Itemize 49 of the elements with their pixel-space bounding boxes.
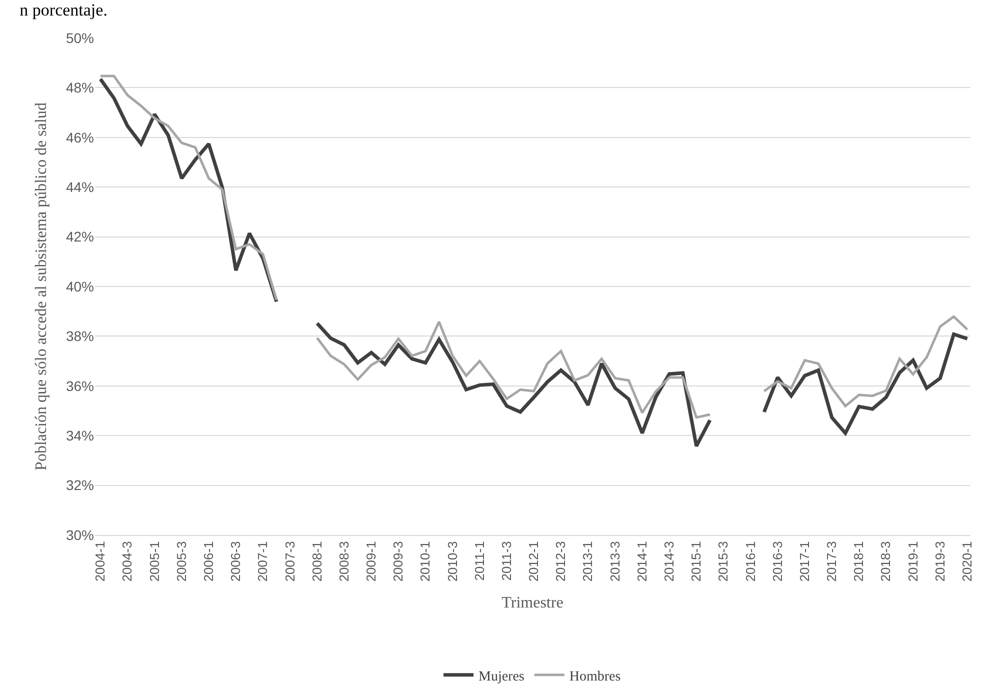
y-tick-label: 36% (66, 378, 94, 394)
y-tick-label: 40% (66, 278, 94, 294)
x-tick-label: 2005-3 (174, 541, 189, 582)
y-tick-label: 42% (66, 228, 94, 245)
x-axis-title: Trimestre (502, 594, 564, 612)
x-tick-label: 2009-3 (390, 541, 406, 582)
y-tick-label: 30% (66, 526, 94, 543)
legend-label: Mujeres (478, 669, 524, 684)
x-tick-label: 2011-3 (498, 541, 514, 581)
x-tick-label: 2013-3 (607, 541, 622, 582)
x-tick-label: 2018-3 (878, 541, 894, 582)
y-axis-title: Población que sólo accede al subsistema público de salud (32, 102, 50, 470)
x-tick-label: 2008-3 (336, 541, 352, 582)
x-tick-label: 2004-3 (120, 541, 135, 582)
y-tick-label: 48% (66, 80, 94, 96)
x-tick-label: 2015-3 (716, 541, 731, 582)
x-tick-label: 2005-1 (146, 541, 162, 582)
y-tick-label: 44% (66, 179, 94, 195)
x-tick-label: 2010-1 (418, 541, 433, 582)
x-tick-label: 2006-3 (228, 541, 244, 582)
x-tick-label: 2009-1 (364, 541, 379, 582)
x-tick-label: 2007-1 (255, 541, 270, 582)
x-tick-label: 2013-1 (580, 541, 596, 582)
x-tick-label: 2012-3 (553, 541, 568, 582)
x-tick-label: 2017-1 (796, 541, 812, 582)
x-tick-label: 2016-1 (742, 541, 758, 582)
legend-label: Hombres (569, 669, 621, 684)
x-tick-label: 2004-1 (92, 541, 108, 582)
x-tick-label: 2014-3 (662, 541, 677, 582)
x-tick-label: 2020-1 (960, 541, 975, 582)
y-tick-label: 38% (66, 328, 94, 344)
y-tick-label: 50% (66, 30, 94, 46)
chart-title: n porcentaje. (20, 0, 108, 20)
y-tick-label: 32% (66, 477, 94, 494)
x-tick-label: 2019-1 (905, 541, 920, 582)
x-tick-label: 2006-1 (201, 541, 216, 582)
x-tick-label: 2008-1 (309, 541, 324, 582)
x-tick-label: 2017-3 (824, 541, 840, 582)
x-tick-label: 2014-1 (634, 541, 650, 582)
x-tick-label: 2011-1 (472, 541, 487, 581)
x-tick-label: 2007-3 (282, 541, 298, 582)
y-tick-label: 46% (66, 129, 94, 146)
x-tick-label: 2019-3 (932, 541, 948, 582)
x-tick-label: 2012-1 (526, 541, 542, 582)
y-tick-label: 34% (66, 428, 94, 444)
x-tick-label: 2010-3 (444, 541, 460, 582)
x-tick-label: 2016-3 (770, 541, 785, 582)
x-tick-label: 2018-1 (851, 541, 866, 582)
x-tick-label: 2015-1 (688, 541, 704, 582)
